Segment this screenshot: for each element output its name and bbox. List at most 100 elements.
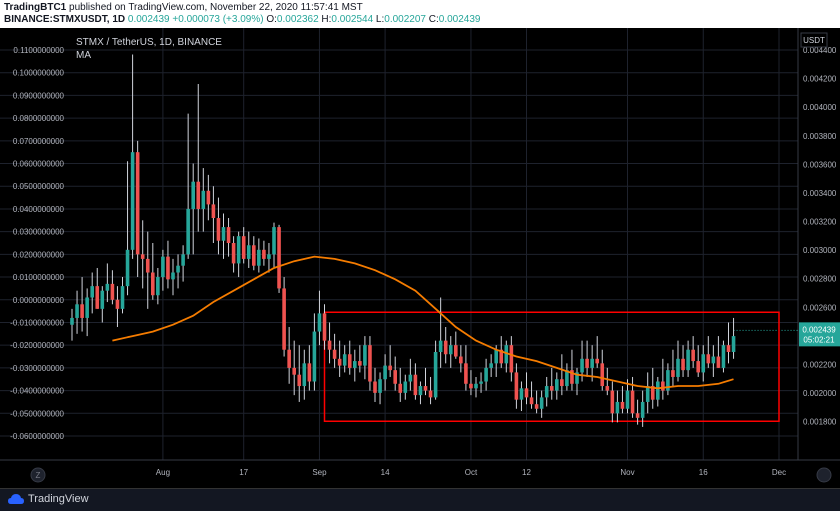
candle-body [509, 345, 514, 373]
candle [156, 267, 160, 305]
candle [691, 336, 695, 368]
candle-body [469, 383, 473, 389]
candle [610, 381, 615, 423]
candle [514, 363, 519, 409]
candle [287, 327, 291, 384]
candle [590, 345, 594, 382]
price-chart[interactable]: 0.1100000000 0.1000000000 0.0900000000 0.08… [0, 28, 840, 488]
tradingview-logo[interactable]: TradingView [8, 493, 89, 505]
candle-body [413, 374, 418, 396]
candle [226, 218, 231, 257]
candle [696, 345, 700, 377]
time-axis[interactable]: Aug 17 Sep 14 Oct 12 Nov 16 Dec [156, 468, 786, 477]
open-label: O: [263, 14, 277, 25]
price-change: +0.000073 (+3.09%) [172, 14, 264, 25]
candle-body [585, 358, 589, 368]
high-label: H: [318, 14, 332, 25]
left-tick-label: 0.0800000000 [13, 114, 65, 123]
candle [519, 381, 524, 412]
candle-body [241, 236, 246, 259]
right-tick-label: 0.003400 [803, 189, 837, 198]
candle-body [560, 379, 564, 387]
candle-body [726, 345, 731, 352]
candle [110, 270, 115, 305]
timezone-icon[interactable] [30, 467, 46, 483]
candle [312, 313, 317, 391]
right-tick-label: 0.003000 [803, 246, 837, 255]
candle [95, 267, 100, 309]
left-tick-label: 0.0300000000 [13, 228, 65, 237]
candle [85, 288, 89, 337]
candle-body [600, 363, 605, 387]
left-tick-label: 0.0700000000 [13, 137, 65, 146]
candle [403, 374, 408, 400]
candle-body [605, 386, 610, 391]
candle-body [95, 286, 100, 309]
candle [166, 240, 170, 289]
candle [398, 367, 403, 402]
candle-body [711, 356, 716, 364]
candle [241, 227, 246, 264]
right-tick-label: 0.002200 [803, 361, 837, 370]
candle-body [337, 358, 342, 366]
candle [353, 349, 357, 382]
candle-body [575, 372, 579, 384]
candle-body [373, 381, 377, 393]
candle [443, 327, 448, 364]
time-tick-label: Nov [620, 468, 634, 477]
candle [267, 243, 271, 273]
candle-body [403, 381, 408, 393]
candle [70, 308, 74, 341]
candle-body [716, 356, 721, 368]
candle [135, 140, 140, 278]
candle [125, 161, 130, 296]
candle-body [327, 340, 332, 350]
time-tick-label: Oct [465, 468, 478, 477]
candle-body [731, 336, 736, 352]
candle-body [191, 181, 195, 209]
ma-layer [112, 255, 734, 390]
candle-body [418, 386, 423, 396]
right-axis[interactable]: 0.004400 0.004200 0.004000 0.003800 0.003600… [799, 46, 840, 427]
candle [711, 345, 716, 377]
candle [549, 367, 554, 400]
settings-icon[interactable] [816, 467, 832, 483]
candle [115, 286, 120, 328]
time-tick-label: 16 [699, 468, 708, 477]
candle-body [176, 265, 180, 273]
candle [236, 231, 241, 278]
candle [216, 197, 221, 255]
candle-body [464, 363, 468, 384]
last-price-label: 0.002439 [802, 325, 836, 334]
candle [524, 372, 529, 405]
chart-title: STMX / TetherUS, 1D, BINANCE [76, 37, 222, 48]
brand-name: TradingView [28, 493, 89, 505]
candle [575, 367, 579, 396]
candle [221, 213, 226, 259]
candle-body [393, 370, 397, 384]
symbol-label: BINANCE:STMXUSDT, 1D [4, 14, 126, 25]
indicator-label[interactable]: MA [76, 50, 91, 61]
symbol-ohlc-line: BINANCE:STMXUSDT, 1D 0.002439 +0.000073 … [4, 14, 480, 25]
currency-label: USDT [803, 36, 825, 45]
candle-body [499, 349, 504, 364]
currency-badge[interactable] [800, 32, 828, 48]
candle [620, 386, 625, 414]
candle [671, 349, 675, 387]
author-name[interactable]: TradingBTC1 [4, 2, 67, 13]
candle-body [565, 370, 569, 387]
candle [555, 372, 559, 400]
candle-body [322, 313, 327, 341]
right-tick-label: 0.003600 [803, 160, 837, 169]
candle-body [666, 370, 670, 391]
candle-body [484, 367, 488, 382]
publish-line: TradingBTC1 published on TradingView.com… [4, 2, 363, 13]
candle [231, 236, 236, 273]
candle [277, 224, 281, 293]
candle [342, 345, 347, 373]
candle [332, 333, 337, 368]
candle [337, 340, 342, 377]
candle-body [181, 254, 185, 266]
candle-body [524, 388, 529, 398]
candle [347, 340, 352, 375]
